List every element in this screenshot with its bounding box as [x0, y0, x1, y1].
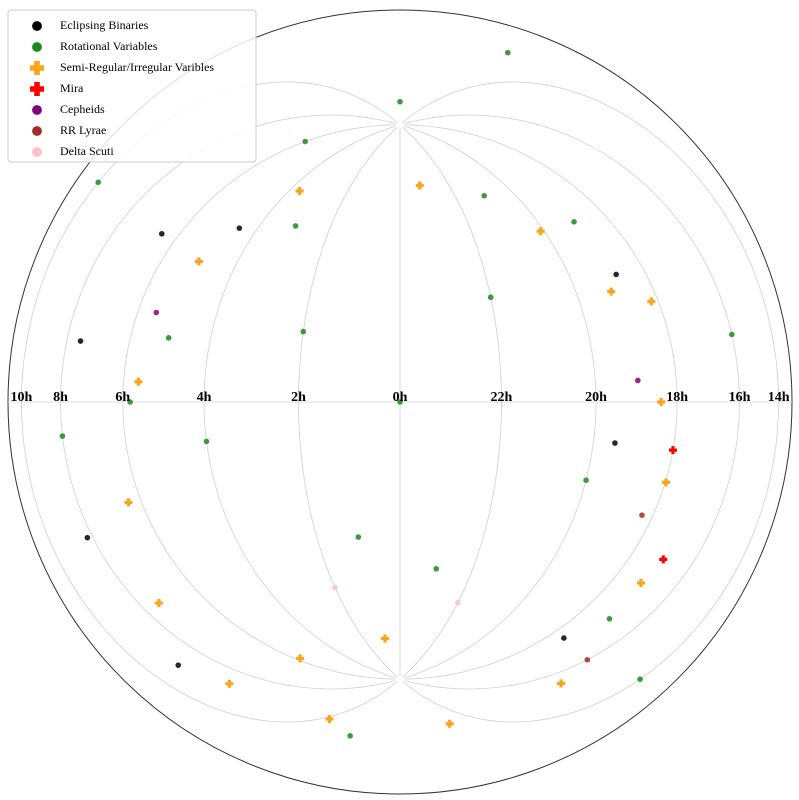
point: [95, 179, 101, 186]
legend-label: Cepheids: [60, 102, 105, 116]
graticule: [8, 81, 792, 723]
point: [584, 656, 591, 663]
point: [455, 599, 461, 606]
point: [637, 676, 643, 682]
point: [381, 634, 390, 643]
point: [415, 181, 424, 190]
x-tick-label: 8h: [53, 390, 68, 405]
legend-label: RR Lyrae: [60, 123, 106, 137]
point: [613, 271, 619, 278]
point: [662, 478, 671, 487]
point: [571, 218, 577, 225]
x-tick-label: 0h: [393, 390, 408, 405]
legend-box: [7, 9, 257, 163]
x-tick-label: 18h: [666, 390, 688, 405]
point: [639, 512, 645, 518]
point: [607, 287, 616, 296]
point: [175, 662, 182, 668]
legend-marker: [32, 126, 42, 136]
x-tick-label: 22h: [491, 390, 513, 405]
point: [225, 679, 234, 688]
point: [84, 534, 91, 541]
point: [153, 309, 160, 316]
point: [124, 498, 133, 507]
legend-label: Delta Scuti: [60, 144, 114, 158]
point: [606, 616, 613, 622]
x-tick-label: 10h: [10, 390, 32, 405]
x-tick-label: 6h: [115, 390, 130, 405]
point: [134, 377, 143, 386]
point: [636, 579, 645, 588]
point: [481, 192, 488, 199]
legend-marker: [30, 82, 44, 96]
point: [236, 225, 243, 231]
x-tick-label: 16h: [729, 390, 751, 405]
point: [203, 438, 210, 445]
point: [295, 187, 304, 196]
point: [325, 715, 334, 724]
point: [302, 138, 308, 145]
point: [536, 227, 545, 236]
point: [668, 446, 677, 455]
point: [165, 335, 172, 341]
point: [583, 477, 589, 483]
point: [347, 733, 353, 739]
legend-label: Rotational Variables: [60, 39, 158, 53]
legend-marker: [32, 21, 42, 31]
x-tick-label: 2h: [291, 390, 306, 405]
tick-labels: 10h 8h 6h 4h 2h 0h 22h 20h 18h 16h 14h: [10, 390, 789, 405]
legend-label: Semi-Regular/Irregular Varibles: [60, 60, 214, 74]
point: [397, 98, 403, 105]
point: [659, 555, 668, 564]
x-tick-label: 14h: [768, 390, 790, 405]
point: [194, 257, 203, 266]
point: [332, 584, 338, 591]
point: [504, 49, 511, 56]
point: [296, 654, 305, 663]
point: [561, 635, 567, 641]
x-tick-label: 4h: [197, 390, 212, 405]
point: [647, 297, 656, 306]
point: [635, 377, 641, 384]
point: [487, 294, 494, 301]
point: [300, 328, 307, 335]
x-tick-label: 20h: [585, 390, 607, 405]
legend-marker: [30, 61, 44, 75]
point: [657, 398, 666, 406]
point: [59, 433, 66, 439]
point: [355, 534, 362, 540]
point: [158, 230, 165, 237]
point: [77, 338, 84, 344]
point: [397, 399, 403, 405]
legend-marker: [32, 105, 42, 115]
point: [612, 440, 618, 446]
legend-label: Eclipsing Binaries: [60, 18, 149, 32]
legend-marker: [32, 147, 42, 157]
point: [154, 599, 163, 608]
legend: Eclipsing Binaries Rotational Variables Se…: [7, 9, 257, 163]
point: [557, 679, 566, 688]
legend-marker: [32, 42, 42, 52]
point: [127, 399, 133, 405]
point: [729, 331, 735, 338]
point: [292, 223, 299, 229]
legend-label: Mira: [60, 81, 84, 95]
point: [445, 719, 454, 728]
point: [433, 565, 440, 572]
points: [59, 49, 735, 739]
